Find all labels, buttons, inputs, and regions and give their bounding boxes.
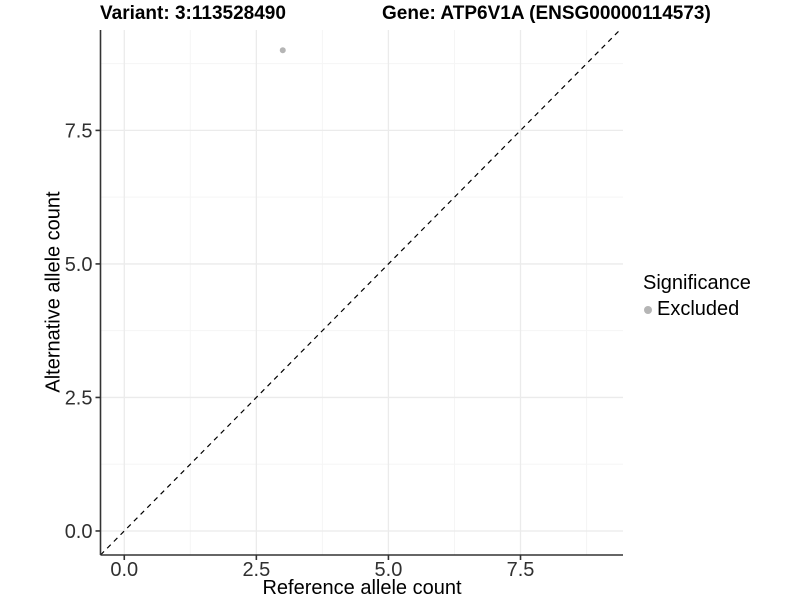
legend: Significance Excluded bbox=[641, 272, 751, 321]
legend-point-swatch-icon bbox=[644, 305, 652, 314]
legend-item-label: Excluded bbox=[657, 298, 740, 320]
legend-item: Excluded bbox=[641, 298, 751, 321]
x-tick-label: 7.5 bbox=[507, 559, 535, 581]
x-tick-label: 2.5 bbox=[242, 559, 270, 581]
identity-line bbox=[100, 29, 621, 556]
data-point[interactable] bbox=[279, 47, 286, 54]
legend-items: Excluded bbox=[641, 298, 751, 321]
x-tick-label: 0.0 bbox=[110, 559, 138, 581]
x-tick-label: 5.0 bbox=[375, 559, 403, 581]
gene-title: Gene: ATP6V1A (ENSG00000114573) bbox=[382, 3, 711, 24]
y-tick-label: 7.5 bbox=[65, 120, 93, 142]
variant-title: Variant: 3:113528490 bbox=[100, 3, 286, 24]
y-tick-label: 2.5 bbox=[65, 387, 93, 409]
y-tick-label: 0.0 bbox=[65, 521, 93, 543]
y-tick-label: 5.0 bbox=[65, 254, 93, 276]
x-axis-title: Reference allele count bbox=[262, 577, 462, 599]
legend-title: Significance bbox=[643, 272, 751, 294]
y-axis-title: Alternative allele count bbox=[42, 191, 65, 393]
